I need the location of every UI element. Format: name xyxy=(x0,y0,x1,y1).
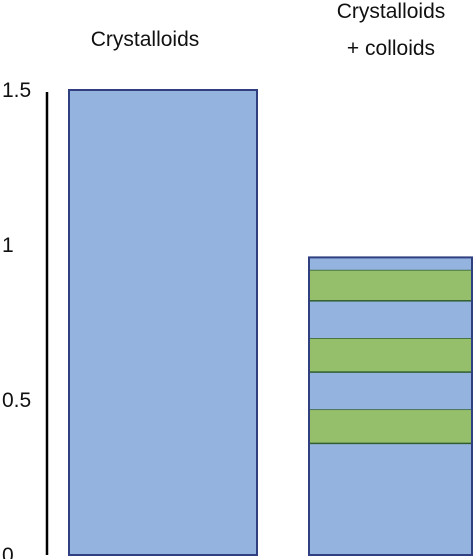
y-axis: 0 0.5 1 1.5 xyxy=(2,79,49,559)
crystalloid-segment xyxy=(309,300,472,338)
bar-outline xyxy=(68,89,258,556)
colloid-segment xyxy=(308,408,473,445)
colloid-segment xyxy=(308,269,473,302)
category-label: Crystalloids xyxy=(337,0,446,23)
y-tick-label: 1 xyxy=(2,234,14,257)
bar-outline xyxy=(308,256,473,556)
category-label: + colloids xyxy=(347,37,435,60)
crystalloid-segment xyxy=(309,257,472,270)
category-label: Crystalloids xyxy=(91,28,200,51)
bar-crystalloids-colloids xyxy=(308,256,473,556)
crystalloid-segment xyxy=(309,372,472,410)
y-tick-label: 0 xyxy=(2,544,14,559)
crystalloid-segment xyxy=(69,90,257,555)
colloid-segment xyxy=(308,337,473,373)
bars xyxy=(68,89,473,556)
y-tick-label: 0.5 xyxy=(2,389,31,412)
category-labels: Crystalloids Crystalloids + colloids xyxy=(91,0,446,60)
y-tick-label: 1.5 xyxy=(2,79,31,102)
crystalloid-segment xyxy=(309,443,472,555)
bar-crystalloids xyxy=(68,89,258,556)
